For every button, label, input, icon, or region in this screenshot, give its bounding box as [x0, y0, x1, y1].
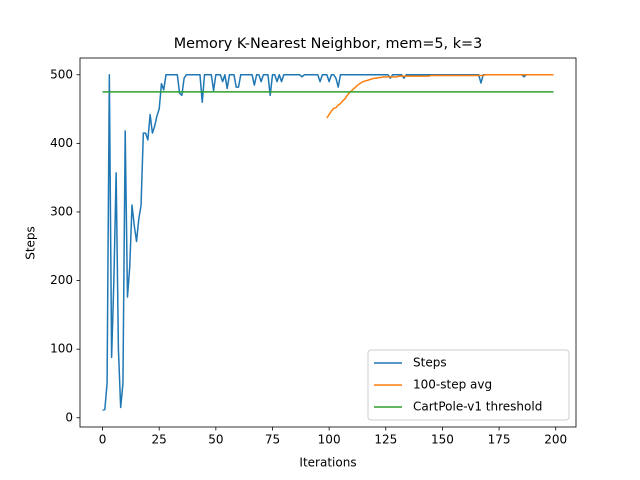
x-axis-label: Iterations [299, 456, 356, 470]
x-tick-label: 25 [152, 433, 167, 447]
y-tick-label: 300 [50, 204, 73, 218]
chart-title: Memory K-Nearest Neighbor, mem=5, k=3 [174, 36, 483, 52]
y-axis-label: Steps [24, 226, 38, 260]
plot-frame [79, 57, 577, 428]
x-tick-label: 75 [265, 433, 280, 447]
line-series [326, 74, 554, 119]
x-tick-label: 50 [208, 433, 223, 447]
legend-box [367, 349, 570, 421]
y-tick-label: 500 [50, 67, 73, 81]
x-tick-label: 200 [544, 433, 567, 447]
y-tick-label: 200 [50, 273, 73, 287]
y-tick-label: 400 [50, 136, 73, 150]
x-tick-label: 0 [99, 433, 107, 447]
x-tick-label: 125 [374, 433, 397, 447]
legend: Steps 100-step avg CartPole-v1 threshold [367, 349, 570, 421]
x-tick-label: 100 [318, 433, 341, 447]
x-tick-label: 175 [488, 433, 511, 447]
legend-label: 100-step avg [413, 378, 492, 392]
legend-label: Steps [413, 356, 447, 370]
y-tick-label: 0 [65, 410, 73, 424]
x-tick-label: 150 [431, 433, 454, 447]
y-tick-label: 100 [50, 342, 73, 356]
legend-label: CartPole-v1 threshold [413, 400, 542, 414]
